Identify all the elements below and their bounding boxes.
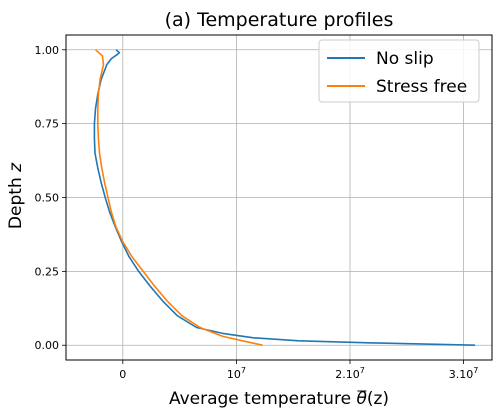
- series-lines: [93, 49, 476, 346]
- x-tick-label: 2.107: [335, 366, 365, 381]
- y-tick-label: 0.50: [35, 192, 60, 205]
- y-tick-label: 0.00: [35, 339, 60, 352]
- legend-label-0: No slip: [376, 49, 434, 69]
- y-tick-label: 1.00: [35, 44, 60, 57]
- x-tick-label: 0: [119, 368, 126, 381]
- y-tick-label: 0.75: [35, 118, 60, 131]
- y-tick-label: 0.25: [35, 265, 60, 278]
- series-line-1: [94, 49, 263, 346]
- legend: No slip Stress free: [318, 39, 480, 103]
- y-axis-label: Depth z: [6, 162, 26, 229]
- x-axis-label: Average temperature θ(z): [169, 389, 389, 409]
- chart-title: (a) Temperature profiles: [165, 9, 394, 31]
- legend-label-1: Stress free: [376, 77, 467, 97]
- x-tick-label: 3.107: [449, 366, 479, 381]
- axis-ticks: 0 107 2.107 3.107 0.00 0.25 0.50 0.75 1.00: [35, 44, 479, 381]
- x-tick-label: 107: [227, 366, 246, 381]
- x-axis-label-symbol: θ: [356, 389, 367, 409]
